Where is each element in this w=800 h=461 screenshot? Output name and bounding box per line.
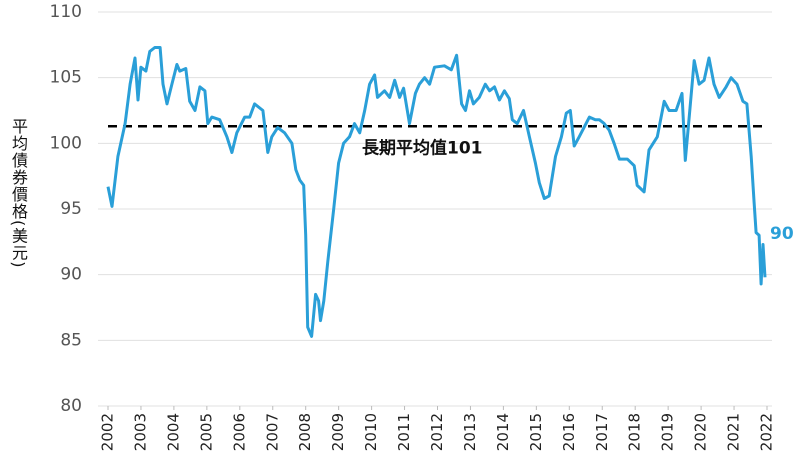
x-tick-label: 2012 (428, 413, 446, 451)
x-tick-label: 2010 (362, 413, 380, 451)
x-tick-label: 2003 (131, 413, 149, 451)
y-tick-label: 85 (60, 330, 82, 350)
x-tick-label: 2002 (99, 413, 117, 451)
x-tick-label: 2008 (296, 413, 314, 451)
x-tick-label: 2022 (758, 413, 776, 451)
y-axis-label: 平均債券價格(美元) (9, 118, 28, 269)
x-tick-label: 2013 (461, 413, 479, 451)
y-tick-label: 80 (60, 396, 82, 416)
data-line (106, 46, 767, 338)
x-tick-label: 2018 (626, 413, 644, 451)
y-tick-label: 90 (60, 265, 82, 285)
end-label: 90 (770, 224, 794, 244)
x-tick-label: 2016 (560, 413, 578, 451)
x-tick-label: 2006 (230, 413, 248, 451)
y-tick-label: 105 (50, 68, 82, 88)
x-tick-label: 2007 (263, 413, 281, 451)
y-tick-label: 95 (60, 199, 82, 219)
x-tick-label: 2015 (527, 413, 545, 451)
average-label: 長期平均值101 (362, 137, 483, 158)
x-tick-label: 2021 (725, 413, 743, 451)
x-tick-label: 2017 (593, 413, 611, 451)
y-tick-label: 110 (50, 2, 82, 22)
x-tick-label: 2011 (395, 413, 413, 451)
x-tick-label: 2005 (197, 413, 215, 451)
x-tick-label: 2009 (329, 413, 347, 451)
x-tick-label: 2019 (659, 413, 677, 451)
x-tick-label: 2014 (494, 413, 512, 451)
y-tick-label: 100 (50, 133, 82, 153)
x-tick-label: 2020 (692, 413, 710, 451)
x-tick-label: 2004 (164, 413, 182, 451)
